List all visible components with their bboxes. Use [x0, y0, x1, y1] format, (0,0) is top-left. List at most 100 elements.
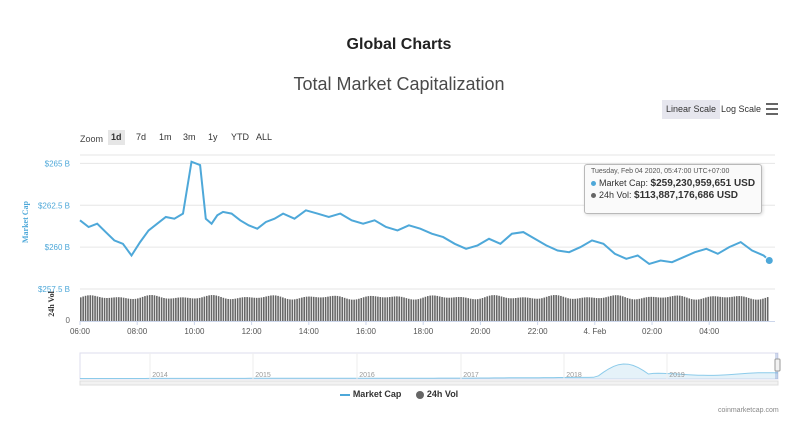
x-tick-label: 4. Feb — [583, 327, 606, 336]
volume-bar — [614, 295, 617, 321]
volume-bar — [331, 295, 334, 321]
volume-bar — [210, 295, 213, 321]
volume-bar — [683, 296, 686, 321]
volume-bar — [308, 296, 310, 321]
y-tick-label: $265 B — [45, 159, 70, 168]
volume-bar — [417, 299, 420, 321]
volume-bar — [736, 296, 738, 321]
volume-bar — [365, 296, 367, 321]
volume-bar — [531, 298, 534, 321]
volume-bar — [291, 299, 294, 321]
vol-tick-label: 0 — [66, 316, 71, 325]
volume-bar — [153, 295, 156, 321]
volume-bar — [203, 296, 206, 321]
volume-bar — [341, 297, 344, 321]
legend-market-cap[interactable]: Market Cap — [339, 389, 401, 399]
volume-bar — [562, 296, 565, 321]
tooltip-date: Tuesday, Feb 04 2020, 05:47:00 UTC+07:00 — [591, 168, 730, 175]
volume-bar — [139, 297, 141, 321]
hamburger-menu-icon[interactable] — [766, 103, 778, 115]
volume-bar — [355, 299, 358, 321]
volume-bar — [633, 299, 636, 321]
volume-bar — [555, 295, 557, 321]
volume-bar — [260, 297, 263, 321]
volume-bar — [557, 295, 560, 321]
volume-bar — [146, 295, 149, 321]
volume-bar — [101, 297, 103, 321]
volume-bar — [118, 297, 120, 321]
volume-bar — [234, 298, 237, 321]
volume-bar — [384, 297, 386, 321]
zoom-3m-button[interactable]: 3m — [183, 132, 196, 142]
volume-bar — [410, 299, 412, 321]
volume-bar — [106, 298, 108, 321]
volume-bar — [398, 296, 401, 321]
volume-bar — [393, 296, 396, 321]
volume-bar — [239, 297, 241, 321]
volume-bar — [678, 295, 681, 321]
volume-bar — [747, 297, 750, 321]
zoom-1m-button[interactable]: 1m — [159, 132, 172, 142]
volume-bar — [353, 299, 355, 321]
volume-bar — [719, 296, 721, 321]
volume-bar — [619, 295, 622, 321]
volume-bar — [96, 296, 99, 321]
volume-bar — [279, 296, 282, 321]
volume-bar — [593, 297, 595, 321]
volume-bar — [89, 295, 92, 321]
volume-bar — [132, 299, 134, 321]
volume-bar — [707, 296, 710, 321]
volume-bar — [536, 298, 538, 321]
volume-bar — [731, 296, 733, 321]
volume-bar — [469, 298, 472, 321]
volume-bar — [403, 297, 405, 321]
zoom-7d-button[interactable]: 7d — [136, 132, 147, 142]
navigator-handle[interactable] — [774, 358, 781, 372]
volume-bar — [253, 297, 256, 321]
volume-bar — [705, 297, 707, 321]
volume-bar — [607, 296, 610, 321]
volume-bar — [388, 297, 391, 321]
log-scale-button[interactable]: Log Scale — [721, 104, 762, 114]
volume-bar — [94, 295, 96, 321]
tooltip-market-cap-value: $259,230,959,651 USD — [650, 178, 756, 189]
volume-bar — [569, 298, 572, 321]
volume-bar — [495, 295, 498, 321]
volume-bar — [220, 296, 222, 321]
navigator-scrollbar[interactable] — [79, 380, 779, 386]
tooltip-market-cap-label: Market Cap: — [599, 178, 649, 188]
zoom-1d-button[interactable]: 1d — [108, 130, 125, 145]
volume-bar — [524, 297, 527, 321]
credits[interactable]: coinmarketcap.com — [718, 407, 779, 414]
volume-bar — [391, 296, 393, 321]
x-tick-label: 02:00 — [642, 327, 663, 336]
volume-bar — [405, 298, 408, 321]
volume-bar — [122, 297, 125, 321]
volume-bar — [129, 298, 132, 321]
volume-bar — [640, 298, 643, 321]
zoom-all-button[interactable]: ALL — [256, 132, 273, 142]
navigator-tick-label: 2019 — [669, 372, 685, 379]
zoom-1y-button[interactable]: 1y — [208, 132, 218, 142]
zoom-ytd-button[interactable]: YTD — [231, 132, 249, 142]
navigator-area — [80, 364, 778, 379]
volume-bar — [726, 297, 729, 321]
volume-bar — [507, 298, 510, 321]
volume-bar — [427, 296, 429, 321]
volume-bar — [182, 297, 184, 321]
volume-bar — [248, 297, 251, 321]
linear-scale-button[interactable]: Linear Scale — [662, 100, 721, 119]
volume-bar — [522, 297, 524, 321]
volume-bar — [629, 298, 631, 321]
volume-bar — [322, 297, 325, 321]
volume-bar — [446, 297, 448, 321]
volume-bar — [369, 295, 372, 321]
volume-bar — [165, 298, 168, 321]
volume-bar — [184, 297, 187, 321]
volume-bar — [697, 299, 700, 321]
volume-bar — [301, 297, 303, 321]
volume-bar — [205, 295, 208, 321]
volume-bar — [170, 298, 172, 321]
legend-vol[interactable]: 24h Vol — [415, 389, 458, 399]
